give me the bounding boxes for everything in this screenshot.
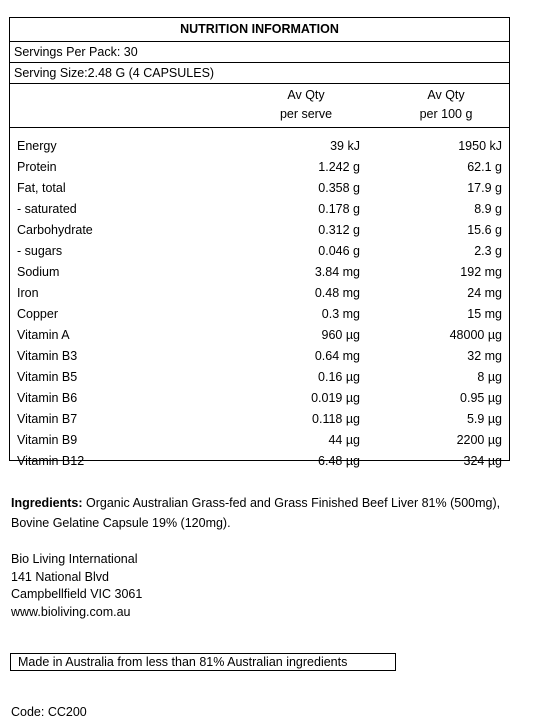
table-row: Vitamin B3 0.64 mg 32 mg (10, 346, 509, 367)
table-row: Protein 1.242 g 62.1 g (10, 157, 509, 178)
website: www.bioliving.com.au (11, 604, 131, 619)
per-serve-value: 3.84 mg (314, 265, 360, 279)
table-row: Iron 0.48 mg 24 mg (10, 283, 509, 304)
nutrient-name: Vitamin B9 (17, 433, 78, 447)
per-serve-value: 39 kJ (330, 139, 360, 153)
per-100g-value: 2.3 g (474, 244, 502, 258)
ingredients-label: Ingredients: (11, 496, 83, 510)
per-100g-value: 24 mg (467, 286, 502, 300)
nutrient-rows: Energy 39 kJ 1950 kJ Protein 1.242 g 62.1 g … (10, 127, 509, 472)
per-100g-value: 8.9 g (474, 202, 502, 216)
nutrient-name: Vitamin B3 (17, 349, 78, 363)
nutrient-name: Vitamin B12 (17, 454, 85, 468)
per-100g-value: 8 µg (477, 370, 502, 384)
per-serve-value: 0.64 mg (314, 349, 360, 363)
per-100g-value: 2200 µg (456, 433, 502, 447)
nutrient-name: Vitamin B5 (17, 370, 78, 384)
nutrient-name: Carbohydrate (17, 223, 93, 237)
per-100g-value: 0.95 µg (460, 391, 502, 405)
nutrient-name: Copper (17, 307, 58, 321)
table-row: Vitamin B5 0.16 µg 8 µg (10, 367, 509, 388)
nutrient-name: Energy (17, 139, 57, 153)
made-in-australia-label: Made in Australia from less than 81% Aus… (10, 653, 396, 671)
table-row: - sugars 0.046 g 2.3 g (10, 241, 509, 262)
company-name: Bio Living International (11, 552, 138, 566)
per-100g-value: 32 mg (467, 349, 502, 363)
table-row: Energy 39 kJ 1950 kJ (10, 136, 509, 157)
per-serve-value: 6.48 µg (318, 454, 360, 468)
servings-per-pack: Servings Per Pack: 30 (10, 41, 509, 62)
table-row: Vitamin B12 6.48 µg 324 µg (10, 451, 509, 472)
nutrient-name: - saturated (17, 202, 77, 216)
column-header-per-serve: Av Qty per serve (246, 86, 366, 124)
nutrient-name: Fat, total (17, 181, 66, 195)
per-100g-value: 17.9 g (467, 181, 502, 195)
company-address: Bio Living International 141 National Bl… (11, 551, 142, 621)
ingredients-block: Ingredients: Organic Australian Grass-fe… (11, 493, 526, 533)
per-serve-value: 0.178 g (318, 202, 360, 216)
ingredients-line1: Ingredients: Organic Australian Grass-fe… (11, 493, 526, 513)
per-serve-value: 0.019 µg (311, 391, 360, 405)
per-100g-value: 62.1 g (467, 160, 502, 174)
ingredients-line2: Bovine Gelatine Capsule 19% (120mg). (11, 516, 231, 530)
per-100g-value: 1950 kJ (458, 139, 502, 153)
per-serve-value: 0.3 mg (321, 307, 360, 321)
nutrient-name: Iron (17, 286, 39, 300)
per-serve-value: 1.242 g (318, 160, 360, 174)
nutrient-name: Vitamin A (17, 328, 70, 342)
per-serve-value: 960 µg (321, 328, 360, 342)
nutrient-name: Vitamin B6 (17, 391, 78, 405)
panel-title: NUTRITION INFORMATION (180, 22, 339, 36)
per-100g-line2: per 100 g (419, 107, 473, 121)
per-100g-value: 5.9 µg (466, 412, 502, 426)
per-serve-value: 0.312 g (318, 223, 360, 237)
table-row: Vitamin B9 44 µg 2200 µg (10, 430, 509, 451)
table-row: Vitamin A 960 µg 48000 µg (10, 325, 509, 346)
per-serve-value: 0.118 µg (312, 412, 360, 426)
per-100g-value: 48000 µg (449, 328, 502, 342)
column-header-per-100g: Av Qty per 100 g (386, 86, 506, 124)
nutrient-name: Protein (17, 160, 57, 174)
table-row: Fat, total 0.358 g 17.9 g (10, 178, 509, 199)
table-row: - saturated 0.178 g 8.9 g (10, 199, 509, 220)
per-100g-line1: Av Qty (427, 88, 465, 102)
per-100g-value: 324 µg (463, 454, 502, 468)
per-serve-value: 0.046 g (318, 244, 360, 258)
table-row: Vitamin B6 0.019 µg 0.95 µg (10, 388, 509, 409)
table-row: Copper 0.3 mg 15 mg (10, 304, 509, 325)
per-100g-value: 15.6 g (467, 223, 502, 237)
street-address: 141 National Blvd (11, 569, 109, 584)
table-row: Carbohydrate 0.312 g 15.6 g (10, 220, 509, 241)
table-row: Sodium 3.84 mg 192 mg (10, 262, 509, 283)
nutrition-panel: NUTRITION INFORMATION Servings Per Pack:… (9, 17, 510, 468)
nutrient-name: Vitamin B7 (17, 412, 78, 426)
per-serve-value: 0.48 mg (314, 286, 360, 300)
column-header: Av Qty per serve Av Qty per 100 g (10, 83, 509, 127)
serving-size: Serving Size:2.48 G (4 CAPSULES) (10, 62, 509, 83)
product-code: Code: CC200 (11, 705, 87, 719)
per-serve-line1: Av Qty (287, 88, 325, 102)
nutrient-name: - sugars (17, 244, 63, 258)
per-serve-value: 0.16 µg (318, 370, 360, 384)
per-100g-value: 15 mg (467, 307, 502, 321)
per-100g-value: 192 mg (460, 265, 502, 279)
table-row: Vitamin B7 0.118 µg 5.9 µg (10, 409, 509, 430)
per-serve-value: 0.358 g (318, 181, 360, 195)
ingredients-text1: Organic Australian Grass-fed and Grass F… (82, 496, 501, 510)
per-serve-value: 44 µg (328, 433, 360, 447)
nutrient-name: Sodium (17, 265, 60, 279)
per-serve-line2: per serve (279, 107, 333, 121)
city-address: Campbellfield VIC 3061 (11, 587, 143, 601)
